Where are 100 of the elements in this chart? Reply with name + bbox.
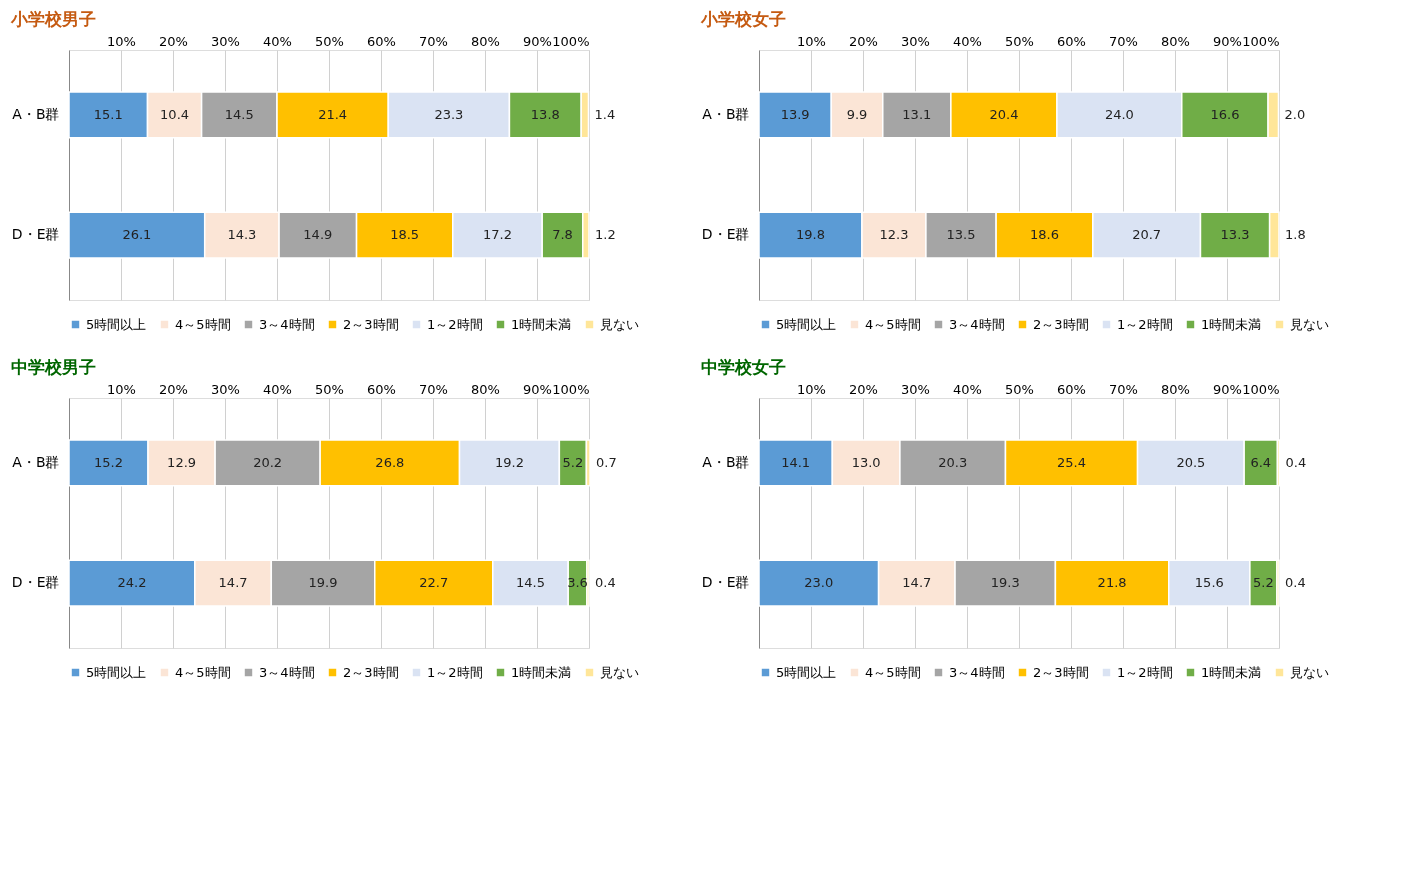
y-tick-label: D・E群 (11, 226, 60, 243)
data-label: 22.7 (419, 575, 449, 591)
data-label: 13.9 (780, 106, 810, 122)
data-label: 19.3 (990, 575, 1020, 591)
data-label: 20.2 (253, 454, 283, 470)
x-tick-label: 30% (901, 381, 930, 397)
data-label: 20.4 (989, 106, 1019, 122)
y-tick-label: A・B群 (702, 105, 750, 122)
legend-label: 5時間以上 (776, 664, 837, 680)
legend-label: 3～4時間 (949, 664, 1005, 680)
data-label: 0.7 (596, 454, 617, 470)
chart-title: 中学校女子 (701, 357, 787, 377)
x-tick-label: 70% (419, 33, 448, 49)
data-label: 20.3 (938, 454, 968, 470)
data-label: 5.2 (562, 454, 584, 470)
legend-label: 2～3時間 (343, 664, 399, 680)
x-tick-label: 50% (315, 381, 344, 397)
x-tick-label: 90% (1213, 33, 1242, 49)
legend-label: 2～3時間 (343, 316, 399, 332)
data-label: 14.1 (781, 454, 811, 470)
x-tick-label: 30% (211, 381, 240, 397)
data-label: 14.7 (218, 575, 248, 591)
x-tick-label: 10% (107, 381, 136, 397)
legend-label: 1時間未満 (511, 664, 572, 680)
data-label: 9.9 (846, 106, 868, 122)
y-tick-label: D・E群 (11, 574, 60, 591)
x-tick-label: 90% (1213, 381, 1242, 397)
x-tick-label: 90% (523, 33, 552, 49)
legend-label: 4～5時間 (865, 316, 921, 332)
data-label: 14.9 (303, 227, 333, 243)
data-label: 13.1 (902, 106, 932, 122)
data-label: 26.8 (375, 454, 405, 470)
data-label: 14.5 (224, 106, 254, 122)
legend-label: 1～2時間 (427, 664, 483, 680)
data-label: 12.3 (879, 227, 909, 243)
data-label: 1.4 (594, 106, 616, 122)
legend-label: 4～5時間 (175, 316, 231, 332)
data-label: 15.2 (94, 454, 123, 470)
data-label: 12.9 (167, 454, 197, 470)
legend-label: 2～3時間 (1033, 664, 1089, 680)
data-label: 14.3 (227, 227, 257, 243)
legend-label: 5時間以上 (86, 664, 147, 680)
x-tick-label: 10% (797, 381, 826, 397)
y-tick-label: D・E群 (701, 226, 750, 243)
x-tick-label: 40% (263, 381, 292, 397)
data-label: 18.6 (1030, 227, 1059, 243)
x-tick-label: 60% (367, 33, 396, 49)
data-label: 20.5 (1176, 454, 1206, 470)
data-label: 19.8 (796, 227, 825, 243)
x-tick-label: 40% (953, 33, 982, 49)
legend-label: 1～2時間 (1117, 664, 1173, 680)
x-tick-label: 40% (953, 381, 982, 397)
x-tick-label: 100% (1242, 33, 1280, 49)
data-label: 24.0 (1104, 106, 1134, 122)
x-tick-label: 50% (315, 33, 344, 49)
legend-label: 1～2時間 (427, 316, 483, 332)
x-tick-label: 40% (263, 33, 292, 49)
data-label: 13.3 (1220, 227, 1250, 243)
y-tick-label: A・B群 (12, 105, 60, 122)
legend-label: 4～5時間 (175, 664, 231, 680)
legend-label: 4～5時間 (865, 664, 921, 680)
legend-label: 見ない (600, 316, 639, 332)
x-tick-label: 60% (1057, 33, 1086, 49)
x-tick-label: 100% (552, 33, 590, 49)
data-label: 10.4 (160, 106, 190, 122)
data-label: 14.7 (902, 575, 932, 591)
x-tick-label: 100% (1242, 381, 1280, 397)
data-label: 21.8 (1097, 575, 1127, 591)
data-label: 20.7 (1132, 227, 1162, 243)
x-tick-label: 50% (1005, 33, 1034, 49)
x-tick-label: 80% (471, 381, 500, 397)
y-tick-label: A・B群 (702, 453, 750, 470)
x-tick-label: 20% (849, 381, 878, 397)
data-label: 21.4 (318, 106, 348, 122)
x-tick-label: 90% (523, 381, 552, 397)
data-label: 0.4 (1285, 575, 1306, 591)
x-tick-label: 50% (1005, 381, 1034, 397)
data-label: 16.6 (1210, 106, 1240, 122)
data-label: 15.6 (1194, 575, 1224, 591)
data-label: 5.2 (1253, 575, 1274, 591)
legend-label: 3～4時間 (259, 316, 315, 332)
x-tick-label: 30% (211, 33, 240, 49)
chart-title: 小学校男子 (10, 9, 97, 29)
legend-label: 見ない (1290, 664, 1329, 680)
data-label: 23.0 (804, 575, 834, 591)
legend-label: 5時間以上 (86, 316, 147, 332)
data-label: 14.5 (516, 575, 545, 591)
x-tick-label: 100% (552, 381, 590, 397)
legend-label: 見ない (600, 664, 639, 680)
data-label: 7.8 (552, 227, 573, 243)
data-label: 23.3 (434, 106, 464, 122)
x-tick-label: 60% (1057, 381, 1086, 397)
data-label: 19.2 (494, 454, 524, 470)
data-label: 1.8 (1285, 227, 1306, 243)
data-label: 2.0 (1284, 106, 1306, 122)
legend-label: 5時間以上 (776, 316, 837, 332)
data-label: 13.0 (851, 454, 881, 470)
legend-label: 1時間未満 (1201, 664, 1262, 680)
data-label: 19.9 (308, 575, 338, 591)
x-tick-label: 30% (901, 33, 930, 49)
